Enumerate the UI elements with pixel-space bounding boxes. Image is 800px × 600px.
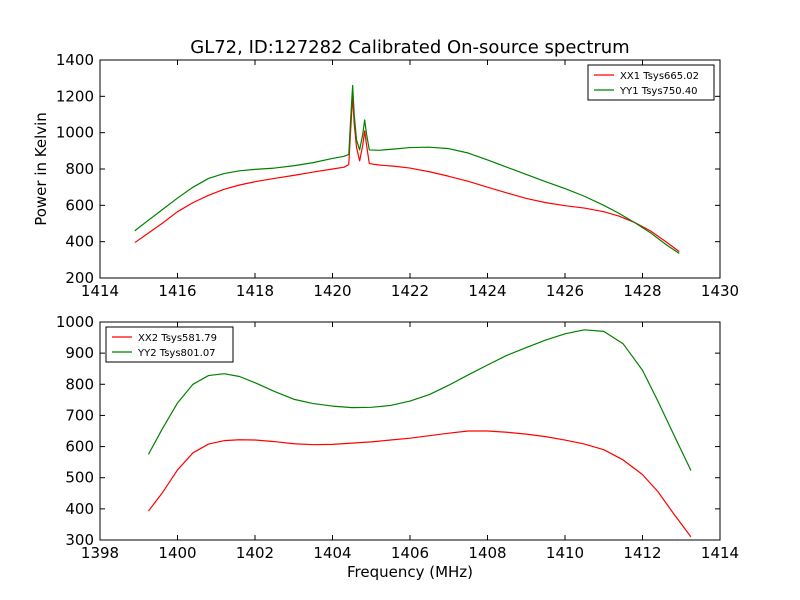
legend-box (105, 326, 234, 363)
legend-entry: XX2 Tsys581.79 (138, 333, 217, 344)
x-tick-label: 1410 (546, 544, 584, 562)
legend-box (587, 64, 715, 101)
y-tick-label: 700 (65, 406, 94, 424)
x-tick-label: 1398 (81, 544, 119, 562)
y-tick-label: 800 (65, 160, 94, 178)
y-tick-label: 200 (65, 269, 94, 287)
y-axis-label: Power in Kelvin (32, 112, 50, 226)
legend-entry: YY1 Tsys750.40 (619, 86, 698, 97)
legend: XX2 Tsys581.79 YY2 Tsys801.07 (105, 326, 234, 363)
series-line-1 (147, 430, 692, 538)
x-tick-label: 1422 (391, 282, 429, 300)
x-tick-label: 1414 (701, 544, 739, 562)
x-tick-label: 1416 (158, 282, 196, 300)
x-axis-label: Frequency (MHz) (347, 563, 473, 581)
x-tick-label: 1426 (546, 282, 584, 300)
x-tick-label: 1404 (313, 544, 351, 562)
y-tick-label: 500 (65, 469, 94, 487)
legend-entry: YY2 Tsys801.07 (137, 348, 216, 359)
y-tick-label: 600 (65, 438, 94, 456)
x-tick-label: 1408 (468, 544, 506, 562)
top-subplot: 1414 1416 1418 1420 1422 1424 1426 1428 1430 200 4… (56, 51, 739, 300)
y-tick-label: 1000 (56, 124, 94, 142)
y-tick-label: 400 (65, 233, 94, 251)
x-tick-label: 1402 (236, 544, 274, 562)
x-tick-label: 1430 (701, 282, 739, 300)
y-tick-label: 1200 (56, 87, 94, 105)
y-tick-label: 600 (65, 196, 94, 214)
x-tick-label: 1420 (313, 282, 351, 300)
x-tick-label: 1414 (81, 282, 119, 300)
x-tick-label: 1424 (468, 282, 506, 300)
x-tick-label: 1412 (623, 544, 661, 562)
legend: XX1 Tsys665.02 YY1 Tsys750.40 (587, 64, 715, 101)
legend-entry: XX1 Tsys665.02 (620, 71, 699, 82)
bottom-subplot: 1398 1400 1402 1404 1406 1408 1410 1412 1414 300 4… (56, 313, 739, 562)
y-tick-label: 800 (65, 375, 94, 393)
series-line-1 (134, 95, 680, 253)
y-tick-label: 1000 (56, 313, 94, 331)
chart-title: GL72, ID:127282 Calibrated On-source spe… (190, 37, 629, 58)
x-tick-label: 1418 (236, 282, 274, 300)
y-tick-label: 900 (65, 344, 94, 362)
y-tick-label: 1400 (56, 51, 94, 69)
series-line-2 (134, 84, 680, 254)
y-tick-label: 300 (65, 531, 94, 549)
x-tick-label: 1406 (391, 544, 429, 562)
x-tick-label: 1428 (623, 282, 661, 300)
x-tick-label: 1400 (158, 544, 196, 562)
series-line-2 (147, 329, 692, 471)
y-tick-label: 400 (65, 500, 94, 518)
